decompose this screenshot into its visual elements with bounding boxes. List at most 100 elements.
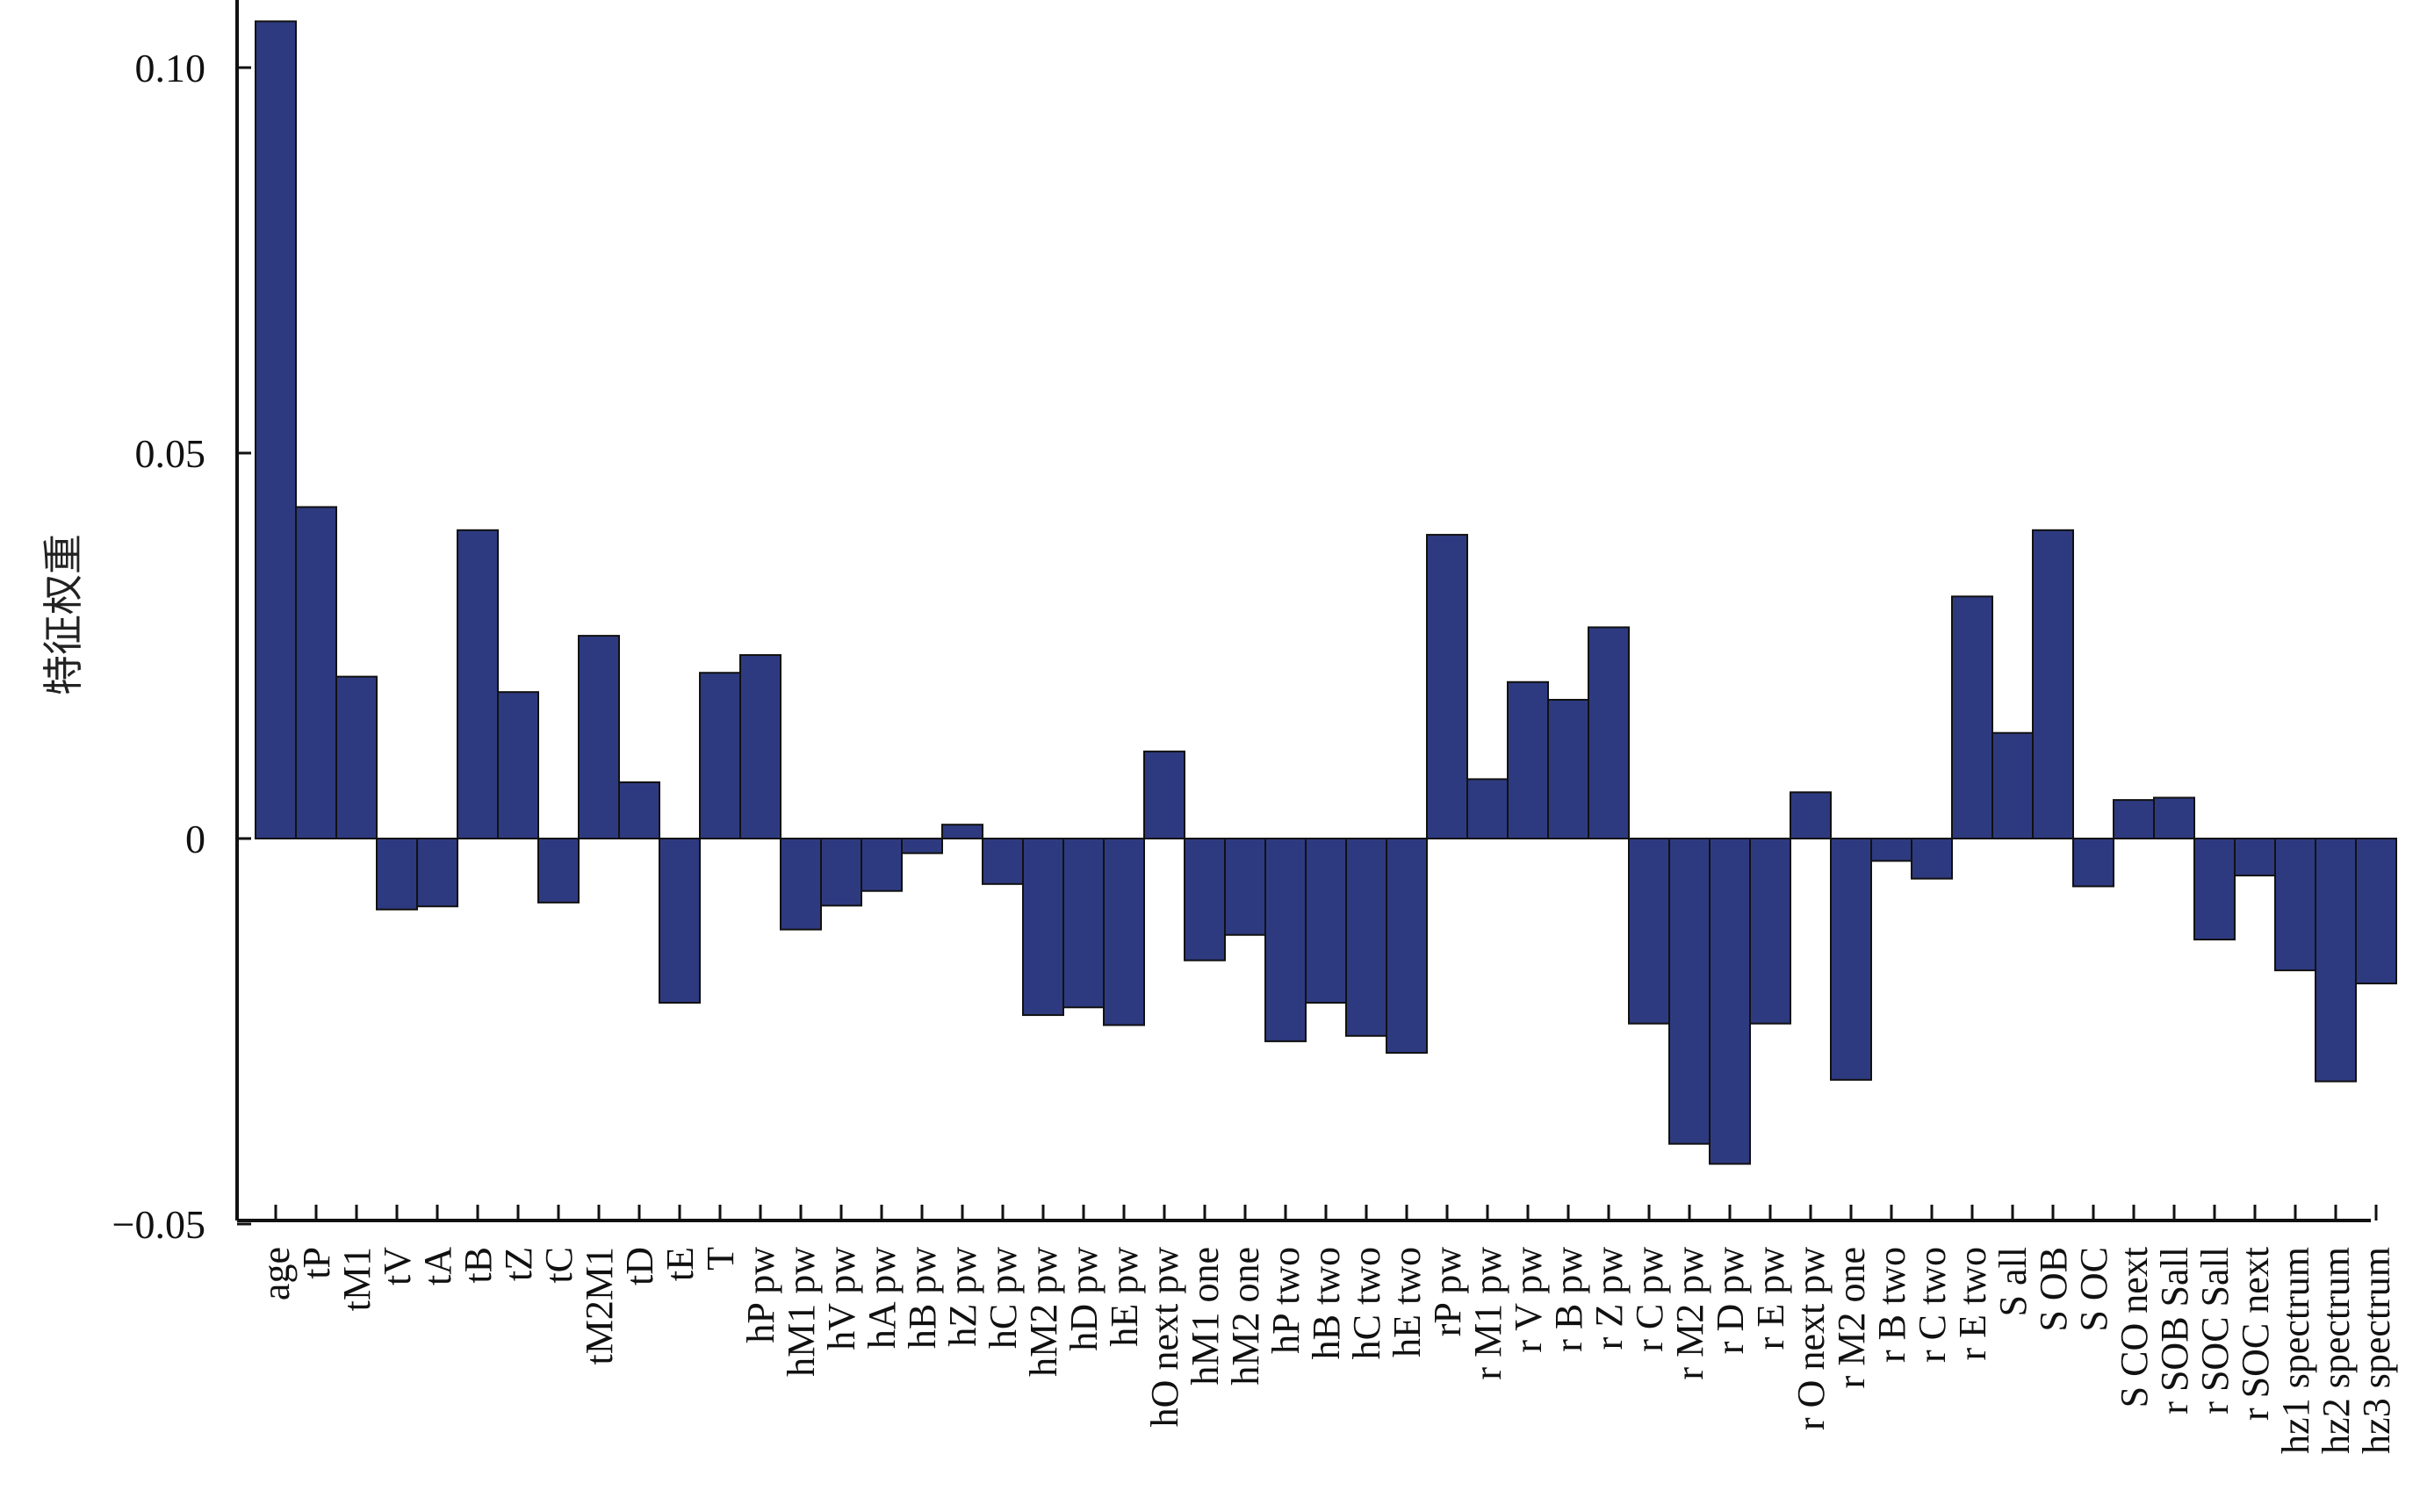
bar-hz2-spectrum [2315,838,2357,1083]
y-tick-label: 0 [185,817,205,861]
x-category-label: rP pw [1426,1247,1469,1336]
y-axis-title: 特征权重 [40,534,87,695]
bar-ta [416,838,458,908]
x-category-label: hz2 spectrum [2315,1247,2358,1454]
x-category-label: r SOC next [2234,1247,2277,1421]
bar-r-e-two [1951,595,1993,839]
bar-he-two [1386,838,1428,1055]
x-category-label: r O next pw [1790,1247,1833,1430]
x-category-label: S OC [2072,1247,2115,1332]
x-category-label: hA pw [861,1247,904,1349]
bar-r-b-pw [1547,698,1589,840]
bar-s-all [1991,731,2034,839]
bar-hz3-spectrum [2355,838,2397,985]
x-category-label: hM1 pw [780,1247,823,1377]
bar-s-oc [2072,838,2114,888]
x-category-label: hz1 spectrum [2274,1247,2317,1454]
x-category-label: hM2 pw [1022,1247,1065,1377]
x-category-label: r M2 pw [1668,1247,1711,1380]
x-category-label: tA [416,1247,459,1285]
x-category-label: hM2 one [1224,1247,1267,1386]
y-axis-ticks: 0.10 0.05 0 −0.05 [112,46,251,1247]
bar-r-z-pw [1588,626,1630,839]
bar-hd-pw [1062,838,1105,1009]
x-category-label: r M2 one [1830,1247,1873,1388]
x-category-label: T [699,1247,742,1271]
x-category-label: r M1 pw [1466,1247,1509,1380]
x-category-label: hD pw [1062,1247,1106,1351]
y-tick-label: −0.05 [112,1202,205,1247]
x-category-label: tM1 [335,1247,378,1311]
bar-s-co-next [2113,799,2155,839]
x-category-label: r SOC Sall [2193,1247,2236,1415]
x-category-label: r B pw [1547,1247,1590,1352]
x-category-label: hP two [1264,1247,1307,1354]
bar-age [255,20,297,839]
bar-r-e-pw [1749,838,1791,1025]
x-category-label: S OB [2032,1247,2075,1332]
x-category-label: tE [659,1247,702,1281]
bar-hp-two [1264,838,1307,1042]
x-category-label: tZ [497,1247,540,1281]
bar-r-c-pw [1628,838,1670,1025]
x-category-label: r V pw [1507,1247,1550,1353]
x-category-label: r E pw [1749,1247,1792,1350]
bar-r-soc-next [2234,838,2276,877]
x-category-label: hB pw [901,1247,944,1349]
x-category-label: age [255,1247,298,1300]
bar-hb-pw [901,838,943,854]
bar-hc-pw [982,838,1024,885]
x-category-label: tB [457,1247,500,1284]
bar-series [255,20,2397,1165]
bar-hv-pw [820,838,862,907]
x-category-label: hz3 spectrum [2355,1247,2398,1454]
bar-tb [457,529,499,839]
bar-hp-pw [739,654,781,840]
x-category-label: hE pw [1103,1247,1146,1347]
bar-tc [537,838,580,904]
bar-r-m2-pw [1668,838,1711,1145]
x-category-label: hB two [1305,1247,1348,1359]
x-category-label: hC two [1345,1247,1388,1359]
bar-te [659,838,701,1004]
bar-hm1-one [1184,838,1226,961]
bar-r-o-next-pw [1790,791,1832,840]
bar-r-soc-sall [2193,838,2236,941]
x-category-label: r D pw [1709,1247,1752,1354]
bar-t [699,672,741,839]
x-category-label: hZ pw [941,1247,984,1347]
x-category-label: tM2M1 [578,1247,621,1364]
bar-tv [376,838,418,911]
bar-tp [295,506,337,840]
x-category-label: hP pw [739,1247,782,1343]
x-category-label: r SOB Sall [2153,1247,2196,1415]
bar-tz [497,691,539,839]
bar-he-pw [1103,838,1145,1026]
y-tick-label: 0.05 [135,431,206,476]
bar-r-sob-sall [2153,796,2195,840]
bar-rp-pw [1426,534,1468,839]
x-category-label: tV [376,1247,419,1285]
bar-hz1-spectrum [2274,838,2316,972]
bar-hm2-one [1224,838,1266,936]
bar-tm2m1 [578,635,620,839]
x-category-label: hM1 one [1184,1247,1227,1386]
bar-r-b-two [1870,838,1912,862]
bar-hb-two [1305,838,1347,1004]
x-category-label: tD [618,1247,661,1285]
x-category-label: r C pw [1628,1247,1671,1352]
bar-ha-pw [861,838,903,892]
bar-r-m2-one [1830,838,1872,1081]
bar-hm2-pw [1022,838,1064,1017]
x-category-label: hC pw [982,1247,1025,1349]
x-category-label: hE two [1386,1247,1429,1357]
bar-r-c-two [1911,838,1953,880]
x-category-label: r Z pw [1588,1247,1631,1350]
x-category-label: tC [537,1247,580,1284]
bar-hc-two [1345,838,1387,1037]
y-tick-label: 0.10 [135,46,206,90]
bar-r-v-pw [1507,680,1549,839]
x-category-label: r C two [1911,1247,1954,1363]
